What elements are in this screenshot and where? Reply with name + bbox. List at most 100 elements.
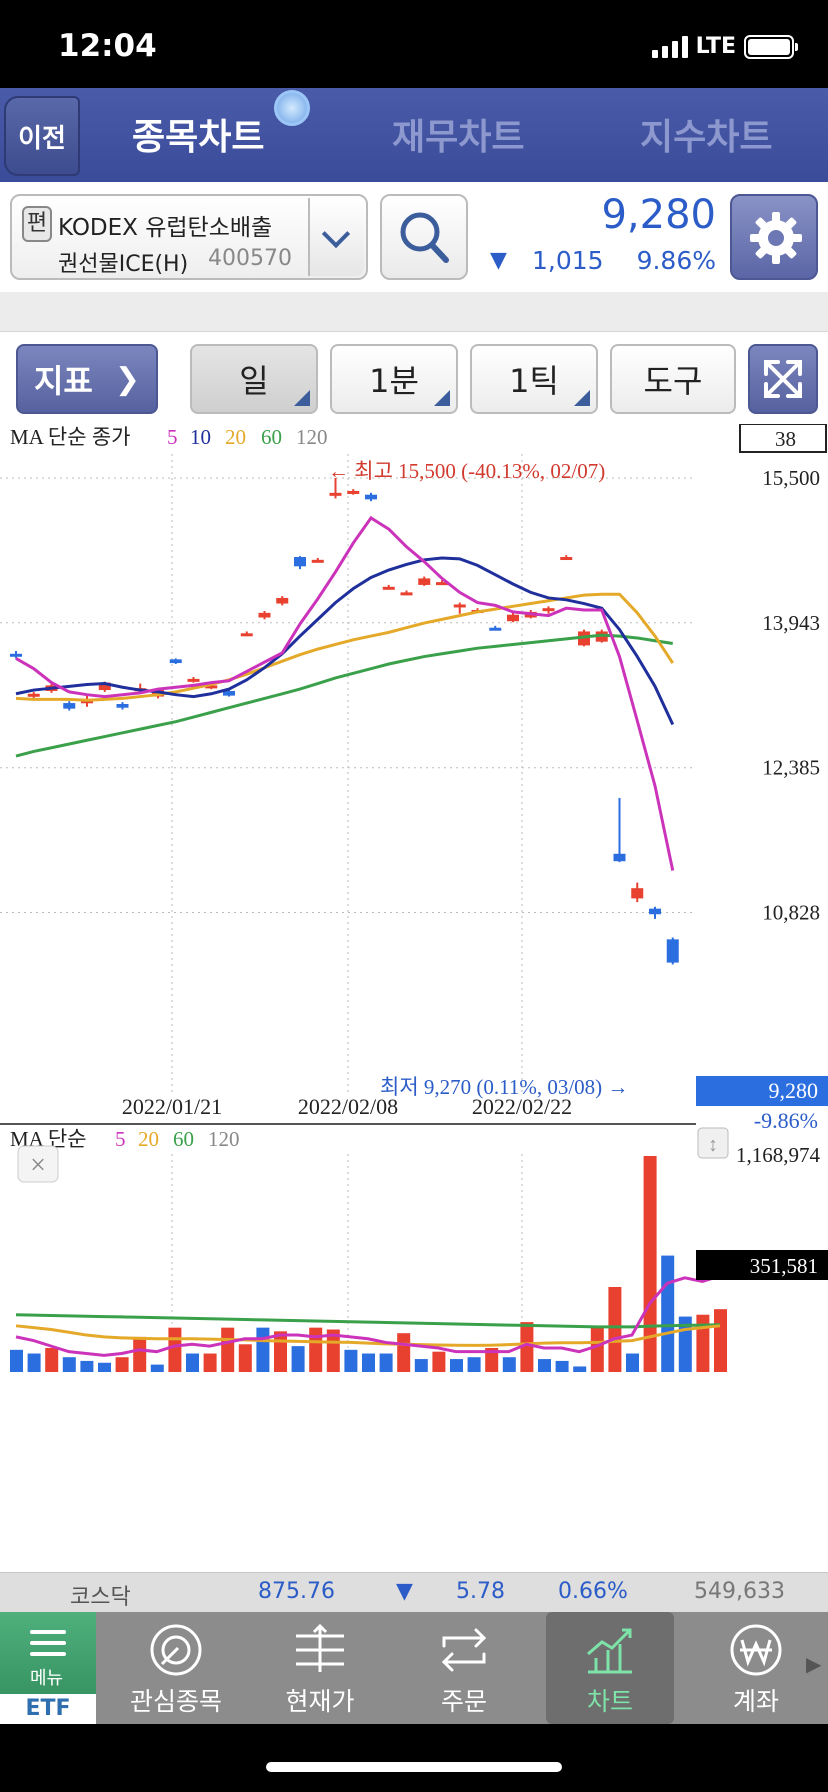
- vol-ma5-line: [15, 1274, 721, 1357]
- current-price-icon: [296, 1623, 344, 1672]
- order-icon: [441, 1628, 487, 1672]
- legend-ma10: 10: [190, 425, 211, 449]
- tab-financial-chart[interactable]: 재무차트: [392, 117, 525, 158]
- menu-button[interactable]: 메뉴 ETF: [0, 1612, 96, 1724]
- nav-more-icon[interactable]: ▶: [806, 1652, 822, 1676]
- candle-body: [27, 693, 40, 697]
- volume-bar: [344, 1349, 358, 1372]
- candle-body: [418, 578, 431, 585]
- vol-legend-ma5: 5: [115, 1127, 126, 1151]
- price-change: 1,015: [532, 246, 604, 275]
- candle-body: [311, 559, 324, 563]
- resize-pane-button[interactable]: [697, 1127, 729, 1159]
- period-minute-label: 1분: [369, 362, 419, 400]
- volume-bar: [186, 1353, 199, 1372]
- x-tick-0: 2022/01/21: [122, 1094, 222, 1119]
- ma60-line: [15, 633, 673, 758]
- tools-button[interactable]: 도구: [610, 344, 736, 414]
- candle-body: [205, 685, 218, 689]
- legend-ma20: 20: [225, 425, 246, 449]
- nav-order[interactable]: 주문: [394, 1612, 534, 1724]
- back-button[interactable]: 이전: [4, 96, 80, 176]
- tab-stock-chart[interactable]: 종목차트: [132, 117, 265, 158]
- volume-bar: [168, 1327, 182, 1372]
- ma10-line: [15, 556, 675, 726]
- nav-order-label: 주문: [440, 1687, 487, 1716]
- volume-bar: [520, 1322, 534, 1372]
- candle-body: [187, 678, 200, 682]
- settings-button[interactable]: [730, 194, 818, 280]
- resize-icon: ↕: [708, 1134, 718, 1156]
- home-indicator[interactable]: [266, 1762, 562, 1772]
- close-pane-button[interactable]: [17, 1145, 59, 1183]
- watchlist-icon: [150, 1624, 202, 1676]
- volume-bar: [150, 1364, 164, 1372]
- volume-bar: [291, 1346, 305, 1372]
- chevron-down-icon[interactable]: [308, 198, 364, 276]
- nav-header: 이전 종목차트 재무차트 지수차트: [0, 88, 828, 182]
- chart-area[interactable]: 15,500 13,943 12,385 10,828 MA 단순 종가 5 10 2…: [0, 423, 828, 1572]
- nav-current-price[interactable]: 현재가: [250, 1612, 390, 1724]
- candle-body: [240, 633, 253, 637]
- volume-bar: [714, 1309, 727, 1372]
- candle-body: [631, 888, 644, 899]
- indicator-button[interactable]: 지표 ❯: [16, 344, 158, 414]
- volume-bar: [485, 1347, 499, 1372]
- volume-bar: [555, 1360, 569, 1372]
- indicator-label: 지표: [33, 362, 93, 400]
- period-minute-button[interactable]: 1분: [330, 344, 458, 414]
- fullscreen-button[interactable]: [748, 344, 818, 414]
- stock-chart[interactable]: 15,500 13,943 12,385 10,828 MA 단순 종가 5 10 2…: [0, 423, 828, 1572]
- refresh-icon[interactable]: [274, 90, 310, 126]
- volume-bar: [62, 1357, 76, 1372]
- menu-label: 메뉴: [30, 1668, 64, 1689]
- candle-body: [98, 682, 111, 691]
- market-name: 코스닥: [70, 1585, 131, 1610]
- candle-body: [507, 614, 519, 622]
- candle-body: [294, 557, 306, 567]
- candle-body: [436, 582, 448, 586]
- price-y-tick: 12,385: [762, 756, 820, 780]
- vol-legend-ma60: 60: [173, 1127, 194, 1151]
- volume-bar: [274, 1331, 287, 1372]
- candle-body: [382, 586, 395, 590]
- candle-body: [276, 597, 289, 604]
- candle-body: [223, 690, 235, 696]
- volume-bar: [309, 1327, 323, 1372]
- volume-bar: [256, 1327, 270, 1372]
- chart-toolbar: 지표 ❯ 일 1분 1틱 도구: [0, 332, 828, 424]
- nav-watchlist[interactable]: 관심종목: [106, 1612, 246, 1724]
- edit-badge[interactable]: 편: [22, 206, 52, 242]
- nav-chart[interactable]: 차트: [546, 1612, 674, 1724]
- bottom-nav: 메뉴 ETF 관심종목 현재가 주문 차트 계좌 ▶: [0, 1612, 828, 1724]
- period-tick-button[interactable]: 1틱: [470, 344, 598, 414]
- volume-bar: [467, 1357, 481, 1372]
- market-index-bar[interactable]: 코스닥 875.76 ▼ 5.78 0.66% 549,633: [0, 1572, 828, 1612]
- x-tick-1: 2022/02/08: [298, 1094, 398, 1119]
- candle-body: [666, 939, 679, 963]
- battery-icon: [744, 34, 798, 59]
- candle-body: [10, 653, 22, 657]
- volume-bar: [362, 1353, 375, 1372]
- volume-bar: [203, 1353, 217, 1372]
- market-value: 875.76: [258, 1579, 335, 1604]
- volume-bar: [115, 1357, 129, 1372]
- stock-info-bar: 편 KODEX 유럽탄소배출 권선물ICE(H) 400570 9,280 ▼ …: [0, 182, 828, 292]
- ma5-line: [15, 515, 675, 871]
- period-day-button[interactable]: 일: [190, 344, 318, 414]
- home-area: [0, 1724, 828, 1792]
- tab-index-chart[interactable]: 지수차트: [640, 117, 773, 158]
- menu-sub-label[interactable]: ETF: [0, 1694, 96, 1724]
- stock-code: 400570: [208, 246, 292, 271]
- current-price-box: [696, 1076, 828, 1106]
- volume-bar: [450, 1359, 463, 1372]
- stock-selector[interactable]: 편 KODEX 유럽탄소배출 권선물ICE(H) 400570: [10, 194, 368, 280]
- chart-icon: [587, 1628, 632, 1674]
- candle-body: [542, 608, 555, 612]
- nav-account[interactable]: 계좌: [686, 1612, 826, 1724]
- search-button[interactable]: [380, 194, 468, 280]
- nav-watchlist-label: 관심종목: [129, 1687, 222, 1716]
- volume-bar: [10, 1349, 23, 1372]
- period-day-label: 일: [239, 362, 269, 400]
- volume-bar: [397, 1333, 411, 1372]
